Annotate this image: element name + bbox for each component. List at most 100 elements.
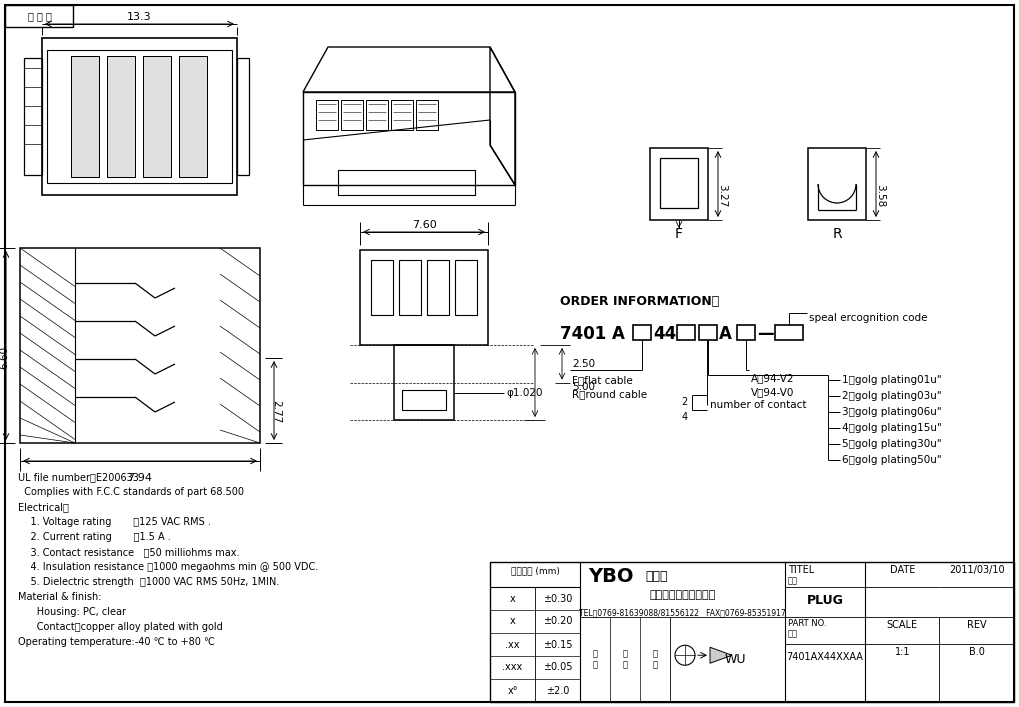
- Text: 7401AX44XXAA: 7401AX44XXAA: [787, 652, 863, 662]
- Text: 永博电子科技有限公司: 永博电子科技有限公司: [649, 590, 715, 600]
- Text: φ1.020: φ1.020: [506, 387, 542, 397]
- Text: V：94-V0: V：94-V0: [751, 387, 795, 397]
- Text: ORDER INFORMATION：: ORDER INFORMATION：: [560, 295, 719, 308]
- Text: 3. Contact resistance   ：50 milliohms max.: 3. Contact resistance ：50 milliohms max.: [18, 547, 239, 557]
- Text: F：flat cable: F：flat cable: [572, 375, 633, 385]
- Text: TEL：0769-81639088/81556122   FAX：0769-85351917: TEL：0769-81639088/81556122 FAX：0769-8535…: [579, 608, 786, 617]
- Text: 2.50: 2.50: [572, 358, 595, 369]
- Text: speal ercognition code: speal ercognition code: [809, 313, 927, 323]
- Bar: [399, 260, 421, 315]
- Text: 料号: 料号: [788, 629, 798, 638]
- Bar: [403, 390, 446, 410]
- Bar: [360, 250, 488, 345]
- Text: —: —: [757, 325, 773, 343]
- Text: 6.60: 6.60: [0, 346, 9, 368]
- Bar: [366, 100, 388, 130]
- Text: 2.77: 2.77: [271, 400, 281, 423]
- Text: F: F: [675, 227, 683, 241]
- Bar: [394, 345, 454, 420]
- Bar: [179, 56, 208, 177]
- Text: .xxx: .xxx: [502, 662, 523, 672]
- Text: 4：golg plating15u": 4：golg plating15u": [842, 423, 942, 433]
- Text: x: x: [510, 593, 516, 604]
- Text: Complies with F.C.C standards of part 68.500: Complies with F.C.C standards of part 68…: [18, 487, 244, 497]
- Bar: [677, 325, 695, 340]
- Text: ±0.05: ±0.05: [543, 662, 573, 672]
- Text: 5：golg plating30u": 5：golg plating30u": [842, 439, 942, 449]
- Bar: [427, 260, 449, 315]
- Bar: [391, 100, 413, 130]
- Bar: [338, 170, 475, 195]
- Text: x°: x°: [507, 686, 518, 696]
- Text: UL file number：E200633: UL file number：E200633: [18, 472, 139, 482]
- Bar: [24, 58, 42, 175]
- Bar: [42, 38, 237, 195]
- Text: SCALE: SCALE: [887, 620, 918, 630]
- Polygon shape: [710, 647, 732, 663]
- Bar: [633, 325, 651, 340]
- Text: 2：golg plating03u": 2：golg plating03u": [842, 391, 942, 401]
- Text: Contact：copper alloy plated with gold: Contact：copper alloy plated with gold: [18, 622, 223, 632]
- Text: ±0.20: ±0.20: [543, 617, 573, 626]
- Text: TITEL: TITEL: [788, 565, 814, 575]
- Text: WU: WU: [725, 653, 746, 666]
- Bar: [699, 325, 717, 340]
- Bar: [107, 56, 136, 177]
- Text: A：94-V2: A：94-V2: [751, 373, 795, 383]
- Text: 3.27: 3.27: [717, 184, 727, 207]
- Text: 4: 4: [682, 412, 688, 422]
- Text: 7.94: 7.94: [127, 473, 153, 483]
- Text: 品名: 品名: [788, 576, 798, 585]
- Text: B.0: B.0: [969, 647, 984, 657]
- Text: 5. Dielectric strength  ：1000 VAC RMS 50Hz, 1MIN.: 5. Dielectric strength ：1000 VAC RMS 50H…: [18, 577, 279, 587]
- Bar: [341, 100, 363, 130]
- Bar: [71, 56, 100, 177]
- Bar: [20, 248, 260, 443]
- Text: number of contact: number of contact: [710, 400, 806, 410]
- Bar: [5, 5, 73, 27]
- Text: PART NO.: PART NO.: [788, 619, 826, 628]
- Bar: [107, 56, 136, 177]
- Text: DATE: DATE: [890, 565, 915, 575]
- Bar: [808, 148, 866, 220]
- Text: 44: 44: [653, 325, 677, 343]
- Bar: [71, 56, 100, 177]
- Text: ±0.15: ±0.15: [543, 640, 573, 650]
- Text: 3：golg plating06u": 3：golg plating06u": [842, 407, 942, 417]
- Text: Housing: PC, clear: Housing: PC, clear: [18, 607, 126, 617]
- Text: 7.60: 7.60: [412, 220, 436, 230]
- Text: 7401 A: 7401 A: [560, 325, 625, 343]
- Bar: [416, 100, 438, 130]
- Text: 成 品 圖: 成 品 圖: [29, 11, 52, 21]
- Text: 东莞市: 东莞市: [645, 570, 667, 583]
- Text: 1. Voltage rating       ：125 VAC RMS .: 1. Voltage rating ：125 VAC RMS .: [18, 517, 211, 527]
- Text: 设
計: 设 計: [652, 650, 657, 670]
- Bar: [179, 56, 208, 177]
- Text: 3.58: 3.58: [875, 184, 884, 207]
- Text: 核
准: 核 准: [592, 650, 597, 670]
- Text: YBO: YBO: [588, 567, 634, 586]
- Bar: [650, 148, 708, 220]
- Text: 1：golg plating01u": 1：golg plating01u": [842, 375, 942, 385]
- Text: x: x: [510, 617, 516, 626]
- Bar: [660, 158, 698, 208]
- Text: 未注公差 (mm): 未注公差 (mm): [511, 566, 559, 575]
- Text: ±0.30: ±0.30: [543, 593, 573, 604]
- Bar: [237, 58, 249, 175]
- Text: 2. Current rating       ：1.5 A .: 2. Current rating ：1.5 A .: [18, 532, 171, 542]
- Text: .xx: .xx: [505, 640, 520, 650]
- Bar: [144, 56, 171, 177]
- Text: ±2.0: ±2.0: [546, 686, 570, 696]
- Text: REV: REV: [967, 620, 986, 630]
- Text: Operating temperature:-40 ℃ to +80 ℃: Operating temperature:-40 ℃ to +80 ℃: [18, 637, 215, 647]
- Text: 4. Insulation resistance ：1000 megaohms min @ 500 VDC.: 4. Insulation resistance ：1000 megaohms …: [18, 562, 318, 572]
- Bar: [371, 260, 393, 315]
- Bar: [775, 325, 803, 340]
- Text: PLUG: PLUG: [807, 593, 844, 607]
- Text: 5.00: 5.00: [572, 382, 595, 392]
- Bar: [737, 325, 755, 340]
- Text: Material & finish:: Material & finish:: [18, 592, 102, 602]
- Bar: [490, 562, 1014, 702]
- Text: A: A: [719, 325, 732, 343]
- Bar: [316, 100, 338, 130]
